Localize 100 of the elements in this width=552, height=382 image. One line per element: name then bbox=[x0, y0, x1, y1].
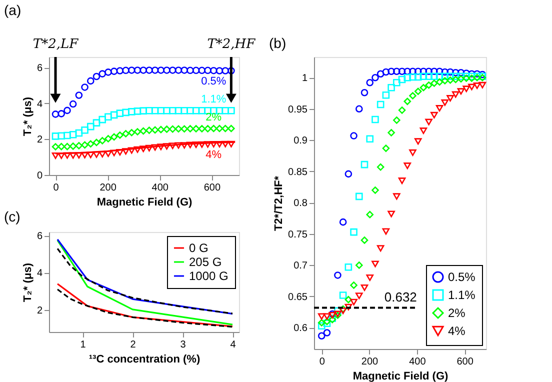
point bbox=[81, 126, 88, 134]
point bbox=[382, 144, 390, 152]
point bbox=[163, 143, 170, 150]
point bbox=[116, 149, 124, 156]
point bbox=[478, 82, 486, 88]
point bbox=[174, 125, 182, 133]
series-label: 2% bbox=[206, 112, 222, 124]
point bbox=[228, 124, 235, 132]
y-tick-label: 0.6 bbox=[294, 323, 308, 334]
point bbox=[140, 127, 147, 135]
point bbox=[398, 106, 406, 114]
x-axis-title: Magnetic Field (G) bbox=[96, 196, 192, 208]
point bbox=[425, 118, 432, 126]
y-tick-label: 0.8 bbox=[294, 198, 308, 210]
point bbox=[318, 319, 326, 326]
point bbox=[180, 125, 188, 133]
y-tick-label: 0.9 bbox=[294, 136, 308, 147]
point bbox=[122, 148, 130, 155]
point bbox=[86, 122, 94, 130]
point bbox=[414, 73, 422, 81]
point bbox=[366, 135, 374, 143]
y-tick-label: 4 bbox=[36, 268, 43, 280]
point bbox=[98, 137, 106, 144]
legend-label: 2% bbox=[448, 306, 466, 320]
point bbox=[430, 68, 438, 76]
x-tick-label: 400 bbox=[152, 182, 169, 194]
point bbox=[64, 106, 71, 114]
point bbox=[420, 84, 428, 92]
point bbox=[339, 218, 347, 226]
point bbox=[210, 66, 218, 74]
point bbox=[393, 116, 400, 124]
point bbox=[323, 329, 331, 336]
point bbox=[52, 152, 60, 159]
point bbox=[436, 68, 444, 76]
point bbox=[168, 125, 176, 133]
point bbox=[318, 313, 326, 320]
point bbox=[92, 151, 100, 158]
x-tick-label: 600 bbox=[456, 356, 474, 368]
point bbox=[146, 66, 153, 74]
point bbox=[393, 68, 400, 76]
point bbox=[92, 119, 100, 126]
point bbox=[228, 106, 235, 114]
point bbox=[110, 150, 118, 156]
point bbox=[192, 66, 200, 74]
point bbox=[122, 108, 130, 116]
point bbox=[366, 78, 374, 86]
text: T*2,LF bbox=[32, 37, 80, 52]
point bbox=[372, 186, 379, 194]
point bbox=[425, 68, 432, 76]
y-tick-label: 4 bbox=[36, 98, 43, 110]
y-tick-label: 0 bbox=[36, 170, 43, 182]
point bbox=[360, 236, 368, 244]
point bbox=[210, 141, 218, 148]
point bbox=[318, 322, 326, 330]
point bbox=[436, 105, 444, 112]
point bbox=[376, 100, 384, 108]
point bbox=[163, 126, 170, 133]
point bbox=[388, 84, 395, 92]
point bbox=[414, 138, 422, 145]
point bbox=[92, 138, 100, 146]
point bbox=[198, 66, 206, 74]
text: T*2,HF bbox=[207, 37, 256, 52]
point bbox=[52, 110, 60, 118]
point bbox=[174, 142, 182, 149]
point bbox=[441, 77, 449, 84]
point bbox=[104, 135, 112, 142]
point bbox=[355, 192, 363, 200]
point bbox=[350, 132, 358, 140]
point bbox=[204, 141, 212, 148]
point bbox=[425, 81, 432, 89]
point bbox=[222, 140, 229, 148]
x-tick-label: 0 bbox=[319, 356, 326, 368]
point bbox=[222, 67, 229, 74]
point bbox=[404, 74, 412, 82]
point bbox=[372, 260, 379, 268]
point bbox=[151, 66, 159, 74]
legend-label: 0.5% bbox=[448, 270, 476, 284]
point bbox=[388, 210, 395, 218]
point bbox=[376, 70, 384, 78]
point bbox=[366, 210, 374, 218]
point bbox=[222, 124, 229, 132]
point bbox=[98, 116, 106, 124]
point bbox=[64, 142, 71, 150]
legend-label: 205 G bbox=[189, 255, 222, 269]
point bbox=[75, 92, 83, 99]
point bbox=[134, 146, 142, 153]
point bbox=[350, 298, 358, 306]
point bbox=[334, 272, 342, 279]
point bbox=[462, 86, 470, 92]
point bbox=[58, 110, 66, 118]
point bbox=[457, 68, 465, 76]
x-tick-label: 200 bbox=[100, 182, 117, 194]
point bbox=[122, 66, 130, 74]
point bbox=[409, 149, 416, 156]
chart-title: (a) bbox=[4, 2, 22, 18]
point bbox=[216, 67, 224, 74]
point bbox=[186, 125, 194, 132]
point bbox=[186, 66, 194, 74]
point bbox=[409, 92, 416, 100]
point bbox=[198, 106, 206, 114]
